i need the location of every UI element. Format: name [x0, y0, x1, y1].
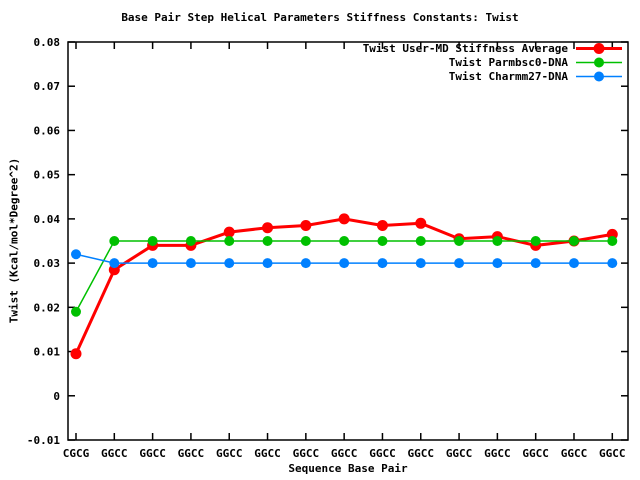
data-point [300, 220, 312, 232]
y-tick-label: 0.08 [34, 36, 61, 49]
data-point [492, 258, 503, 269]
data-point [70, 348, 82, 360]
x-axis-label: Sequence Base Pair [288, 462, 408, 475]
x-tick-label: GGCC [254, 447, 281, 460]
y-tick-label: 0.01 [34, 346, 61, 359]
data-point [147, 236, 158, 246]
data-point [568, 236, 579, 246]
data-point [377, 258, 388, 269]
data-point [415, 217, 427, 229]
data-point [568, 258, 579, 269]
data-point [338, 213, 350, 225]
data-point [454, 236, 465, 246]
x-tick-label: GGCC [178, 447, 205, 460]
x-tick-label: GGCC [599, 447, 626, 460]
y-tick-label: 0.05 [34, 169, 61, 182]
data-point [415, 258, 426, 269]
legend-marker [594, 71, 604, 81]
data-point [224, 258, 235, 269]
x-tick-label: GGCC [484, 447, 511, 460]
data-point [71, 249, 81, 260]
y-axis-label: Twist (Kcal/mol*Degree^2) [7, 157, 21, 324]
x-tick-label: GGCC [369, 447, 396, 460]
series-line-1 [75, 240, 613, 313]
data-point [262, 222, 274, 234]
x-tick-label: CGCG [63, 447, 90, 460]
x-tick-label: GGCC [561, 447, 588, 460]
data-point [109, 236, 120, 246]
chart-title: Base Pair Step Helical Parameters Stiffn… [121, 11, 519, 24]
data-point [492, 236, 503, 246]
data-point [71, 306, 81, 317]
y-tick-label: 0.03 [34, 257, 61, 270]
legend-line-sample-icon [576, 71, 622, 81]
x-tick-label: GGCC [522, 447, 549, 460]
data-point [185, 236, 196, 246]
legend-item-parmbsc0: Twist Parmbsc0-DNA [363, 55, 622, 69]
data-point [607, 236, 618, 246]
data-point [454, 258, 465, 269]
data-point [607, 258, 618, 269]
plot-border [67, 41, 629, 441]
x-tick-label: GGCC [101, 447, 128, 460]
legend-line-sample-icon [576, 42, 622, 54]
legend-label: Twist Parmbsc0-DNA [448, 55, 568, 69]
legend-marker [593, 42, 605, 54]
data-point [262, 258, 273, 269]
legend-label: Twist User-MD Stiffness Average [362, 41, 568, 55]
data-point [300, 258, 311, 269]
legend-label: Twist Charmm27-DNA [448, 69, 568, 83]
x-tick-label: GGCC [331, 447, 358, 460]
data-point [415, 236, 426, 246]
data-point [377, 236, 388, 246]
y-tick-label: 0 [53, 390, 60, 403]
data-point [300, 236, 311, 246]
legend-marker [594, 57, 604, 67]
data-point [224, 236, 235, 246]
legend: Twist User-MD Stiffness Average Twist Pa… [363, 41, 622, 83]
data-point [262, 236, 273, 246]
x-tick-label: GGCC [293, 447, 320, 460]
x-tick-label: GGCC [216, 447, 243, 460]
y-tick-label: -0.01 [27, 434, 60, 447]
data-point [376, 220, 388, 232]
data-point [109, 258, 120, 269]
legend-line-sample-icon [576, 57, 622, 67]
y-tick-label: 0.07 [34, 80, 61, 93]
legend-item-charmm27: Twist Charmm27-DNA [363, 69, 622, 83]
x-tick-label: GGCC [139, 447, 166, 460]
data-point [339, 236, 350, 246]
data-point [147, 258, 158, 269]
y-tick-label: 0.04 [34, 213, 61, 226]
y-tick-label: 0.02 [34, 301, 61, 314]
data-point [530, 236, 541, 246]
x-tick-label: GGCC [446, 447, 473, 460]
data-point [185, 258, 196, 269]
x-tick-label: GGCC [408, 447, 435, 460]
data-point [530, 258, 541, 269]
data-point [223, 226, 235, 238]
y-tick-label: 0.06 [34, 124, 61, 137]
data-point [339, 258, 350, 269]
legend-item-user-md: Twist User-MD Stiffness Average [363, 41, 622, 55]
